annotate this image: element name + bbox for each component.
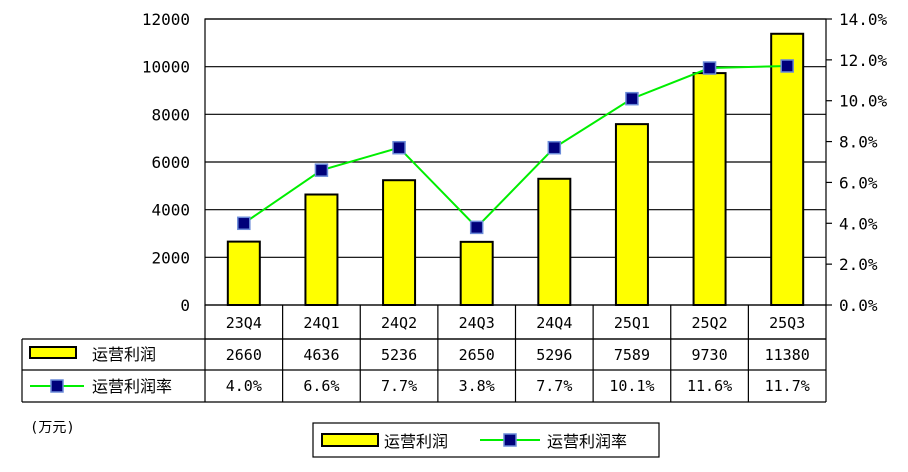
- line-marker: [469, 220, 484, 235]
- category-label: 25Q2: [692, 314, 728, 332]
- table-cell-value: 11380: [765, 346, 810, 364]
- gridlines: [205, 18, 826, 306]
- category-label: 25Q3: [769, 314, 805, 332]
- table-cell-rate: 4.0%: [226, 377, 262, 395]
- y2-tick-label: 4.0%: [839, 214, 878, 233]
- table-cell-value: 9730: [692, 346, 728, 364]
- data-table: 23Q4 2660 4.0% 24Q1 4636 6.6% 24Q2 5236 7.7% 24Q3…: [21, 305, 827, 403]
- category-label: 24Q2: [381, 314, 417, 332]
- y-tick-label: 6000: [151, 153, 190, 172]
- y-tick-label: 0: [180, 296, 190, 315]
- y2-tick-label: 14.0%: [839, 10, 888, 29]
- bar: [537, 177, 572, 307]
- legend-key-bar: [321, 433, 379, 447]
- line-marker: [547, 140, 562, 155]
- y2-tick-label: 8.0%: [839, 133, 878, 152]
- table-cell-rate: 7.7%: [536, 377, 572, 395]
- y-tick-label: 10000: [142, 58, 190, 77]
- y2-tick-label: 0.0%: [839, 296, 878, 315]
- table-cell-value: 2650: [459, 346, 495, 364]
- category-label: 23Q4: [226, 314, 262, 332]
- y2-tick-label: 6.0%: [839, 173, 878, 192]
- line-marker: [702, 61, 717, 75]
- table-cell-rate: 11.6%: [687, 377, 732, 395]
- y-tick-label: 2000: [151, 248, 190, 267]
- line-marker: [314, 163, 329, 177]
- table-cell-value: 2660: [226, 346, 262, 364]
- line-marker: [392, 140, 406, 155]
- bar: [382, 179, 417, 306]
- table-cell-rate: 6.6%: [303, 377, 339, 395]
- table-cell-value: 7589: [614, 346, 650, 364]
- legend-key-marker: [503, 433, 517, 447]
- table-cell-value: 5236: [381, 346, 417, 364]
- y-axis-right-labels: 0.0% 2.0% 4.0% 6.0% 8.0% 10.0% 12.0% 14.0%: [839, 10, 888, 315]
- y-tick-label: 8000: [151, 105, 190, 124]
- row-label-bar: 运营利润: [92, 345, 156, 364]
- y2-tick-label: 10.0%: [839, 92, 888, 111]
- y2-tick-label: 2.0%: [839, 255, 878, 274]
- unit-label: (万元): [30, 420, 75, 436]
- series-line: [243, 64, 788, 229]
- legend-label-line: 运营利润率: [547, 432, 627, 451]
- y-tick-label: 4000: [151, 201, 190, 220]
- line-marker: [625, 91, 639, 106]
- y-axis-left-labels: 0 2000 4000 6000 8000 10000 12000: [142, 10, 190, 315]
- table-cell-value: 5296: [536, 346, 572, 364]
- bar: [692, 72, 727, 306]
- bar: [614, 123, 649, 306]
- row-label-line: 运营利润率: [92, 377, 172, 396]
- bar-series: [226, 32, 805, 307]
- category-label: 25Q1: [614, 314, 650, 332]
- category-label: 24Q1: [303, 314, 339, 332]
- legend: 运营利润 运营利润率: [312, 422, 660, 458]
- bar: [770, 32, 805, 306]
- bar: [226, 240, 261, 306]
- y2-tick-label: 12.0%: [839, 51, 888, 70]
- line-series: [237, 59, 794, 235]
- table-cell-rate: 11.7%: [765, 377, 810, 395]
- table-cell-rate: 3.8%: [459, 377, 495, 395]
- category-label: 24Q3: [459, 314, 495, 332]
- line-marker: [237, 216, 251, 231]
- table-cell-value: 4636: [303, 346, 339, 364]
- y-tick-label: 12000: [142, 10, 190, 29]
- line-marker: [780, 59, 794, 73]
- category-label: 24Q4: [536, 314, 572, 332]
- row-key-bar: [29, 346, 77, 359]
- row-key-marker: [50, 379, 64, 393]
- bar: [304, 193, 339, 306]
- bar: [459, 240, 494, 306]
- legend-label-bar: 运营利润: [384, 432, 448, 451]
- table-cell-rate: 7.7%: [381, 377, 417, 395]
- table-cell-rate: 10.1%: [609, 377, 654, 395]
